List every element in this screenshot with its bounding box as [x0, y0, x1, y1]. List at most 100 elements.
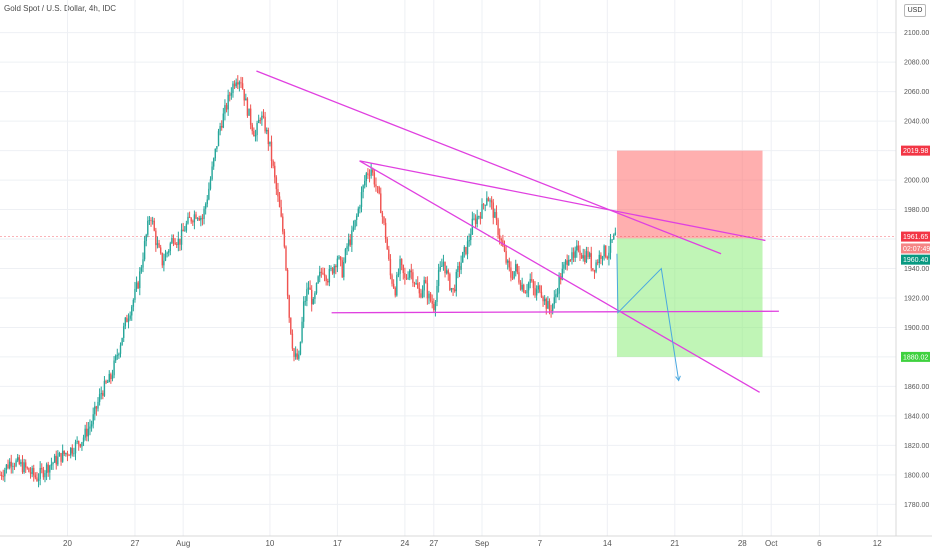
candle-body [574, 250, 576, 258]
candle-body [605, 245, 607, 257]
candle-body [420, 293, 422, 298]
candle-body [495, 212, 498, 220]
candle-body [404, 273, 406, 278]
candle-body [98, 394, 101, 402]
candle-body [568, 259, 570, 266]
candle-body [12, 465, 14, 467]
candle-body [203, 208, 205, 219]
candle-body [529, 279, 531, 284]
candle-body [158, 243, 160, 248]
candle-body [596, 262, 599, 264]
candle-body [465, 246, 467, 255]
candle-body [97, 401, 99, 409]
candle-body [37, 478, 40, 481]
trend-lines[interactable] [256, 70, 779, 393]
candle-body [372, 169, 374, 173]
candle-body [399, 259, 401, 274]
candle-body [484, 204, 486, 206]
candle-body [312, 298, 314, 305]
candle-body [400, 259, 403, 265]
candle-body [392, 283, 395, 288]
candle-body [15, 460, 17, 466]
candle-body [457, 266, 459, 272]
candle-body [547, 301, 549, 309]
candle-body [8, 461, 11, 469]
candle-body [497, 219, 499, 235]
price-tick-label: 2040.00 [904, 119, 929, 126]
candle-body [463, 246, 466, 253]
candle-body [39, 467, 41, 479]
candle-body [169, 243, 172, 251]
candle-body [84, 428, 86, 438]
candle-body [294, 353, 297, 357]
candle-body [304, 300, 306, 302]
candle-body [375, 184, 377, 187]
candle-body [44, 473, 46, 478]
candle-body [278, 196, 281, 208]
candle-body [253, 131, 255, 137]
candle-body [224, 105, 226, 114]
candle-body [511, 277, 514, 279]
candle-body [449, 274, 451, 290]
candle-body [523, 284, 525, 293]
candle-body [159, 247, 162, 253]
candle-body [490, 200, 493, 203]
candle-body [537, 285, 539, 290]
candle-body [519, 282, 522, 290]
candle-body [245, 98, 247, 101]
candle-body [394, 287, 396, 296]
candle-body [534, 288, 536, 296]
candle-body [572, 252, 575, 258]
candle-body [389, 259, 392, 276]
time-tick-label: 17 [333, 539, 342, 548]
candle-body [143, 241, 146, 260]
candle-body [34, 475, 37, 478]
candle-body [285, 246, 287, 270]
candle-body [433, 303, 435, 311]
candle-body [251, 124, 253, 132]
candle-body [429, 293, 432, 301]
candle-body [306, 289, 308, 301]
candle-body [505, 251, 507, 263]
candle-body [57, 456, 59, 465]
candle-body [129, 315, 131, 319]
candle-body [437, 270, 440, 286]
candle-body [41, 467, 43, 470]
candle-body [219, 126, 221, 132]
candle-body [163, 260, 165, 266]
candle-body [551, 304, 554, 311]
candle-series [0, 75, 617, 488]
candle-body [328, 269, 331, 283]
candle-body [55, 455, 57, 465]
candle-body [317, 276, 319, 284]
candle-body [82, 437, 85, 443]
candle-body [291, 333, 294, 349]
position-zones [616, 150, 763, 357]
candle-body [492, 202, 494, 218]
candle-body [359, 206, 361, 209]
candle-body [230, 93, 233, 96]
candle-body [102, 393, 104, 396]
candle-body [603, 245, 605, 257]
candle-body [225, 105, 228, 110]
candle-body [264, 116, 266, 132]
candle-body [187, 216, 189, 224]
candle-body [434, 301, 437, 311]
projection-arrowhead [675, 375, 681, 382]
candle-body [266, 129, 268, 132]
falling-trendline [359, 160, 760, 393]
candle-body [105, 380, 107, 383]
candle-body [269, 141, 271, 145]
candle-body [240, 82, 242, 84]
time-tick-label: Sep [475, 539, 490, 548]
candle-body [466, 241, 469, 255]
candle-body [257, 119, 260, 124]
candle-body [335, 265, 337, 268]
candle-body [254, 135, 257, 137]
time-tick-label: 10 [265, 539, 274, 548]
candle-body [566, 260, 568, 266]
take-profit-zone [616, 238, 763, 357]
candle-body [588, 253, 591, 257]
currency-button[interactable]: USD [904, 4, 926, 17]
